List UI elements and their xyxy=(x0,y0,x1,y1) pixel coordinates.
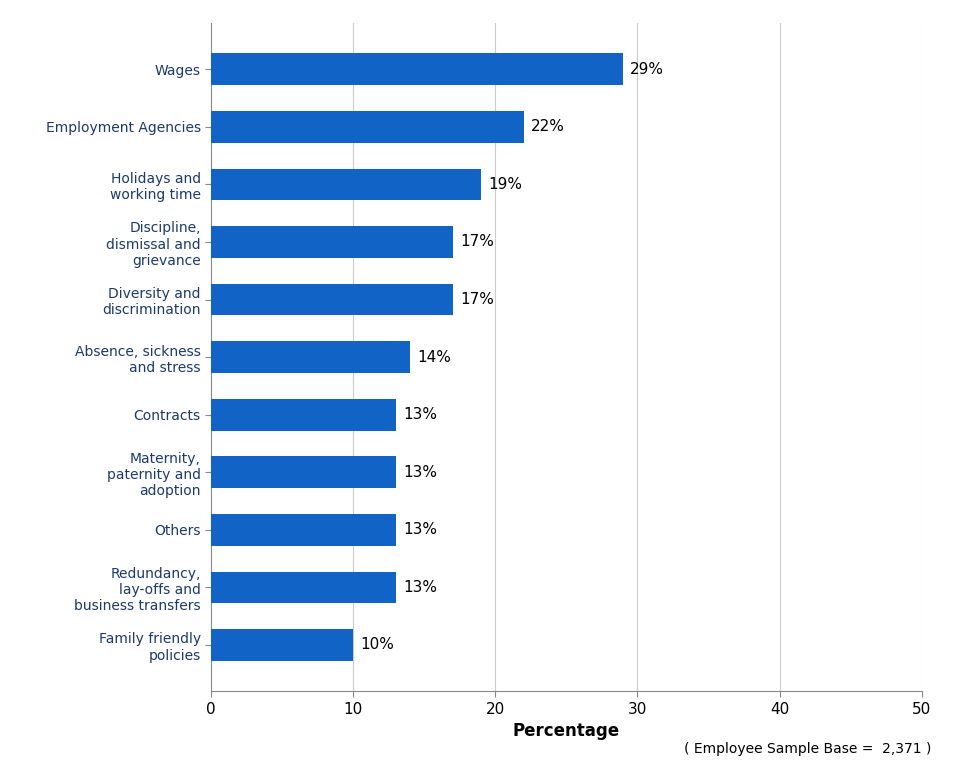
Bar xyxy=(211,168,481,200)
Text: 13%: 13% xyxy=(403,580,437,595)
Text: ( Employee Sample Base =  2,371 ): ( Employee Sample Base = 2,371 ) xyxy=(684,743,931,756)
Text: 17%: 17% xyxy=(460,292,493,307)
Text: 13%: 13% xyxy=(403,522,437,538)
Bar xyxy=(211,341,410,373)
Text: 13%: 13% xyxy=(403,465,437,480)
Bar xyxy=(211,456,396,488)
X-axis label: Percentage: Percentage xyxy=(513,722,620,740)
Text: 10%: 10% xyxy=(360,637,395,653)
Text: 22%: 22% xyxy=(531,119,564,134)
Bar xyxy=(211,571,396,603)
Bar xyxy=(211,399,396,431)
Text: 29%: 29% xyxy=(631,61,664,77)
Bar xyxy=(211,111,524,143)
Bar xyxy=(211,629,353,660)
Text: 19%: 19% xyxy=(489,177,522,192)
Text: 17%: 17% xyxy=(460,234,493,250)
Bar xyxy=(211,283,453,316)
Bar xyxy=(211,226,453,258)
Text: 13%: 13% xyxy=(403,407,437,422)
Bar xyxy=(211,514,396,546)
Text: 14%: 14% xyxy=(418,349,451,365)
Bar xyxy=(211,54,623,85)
